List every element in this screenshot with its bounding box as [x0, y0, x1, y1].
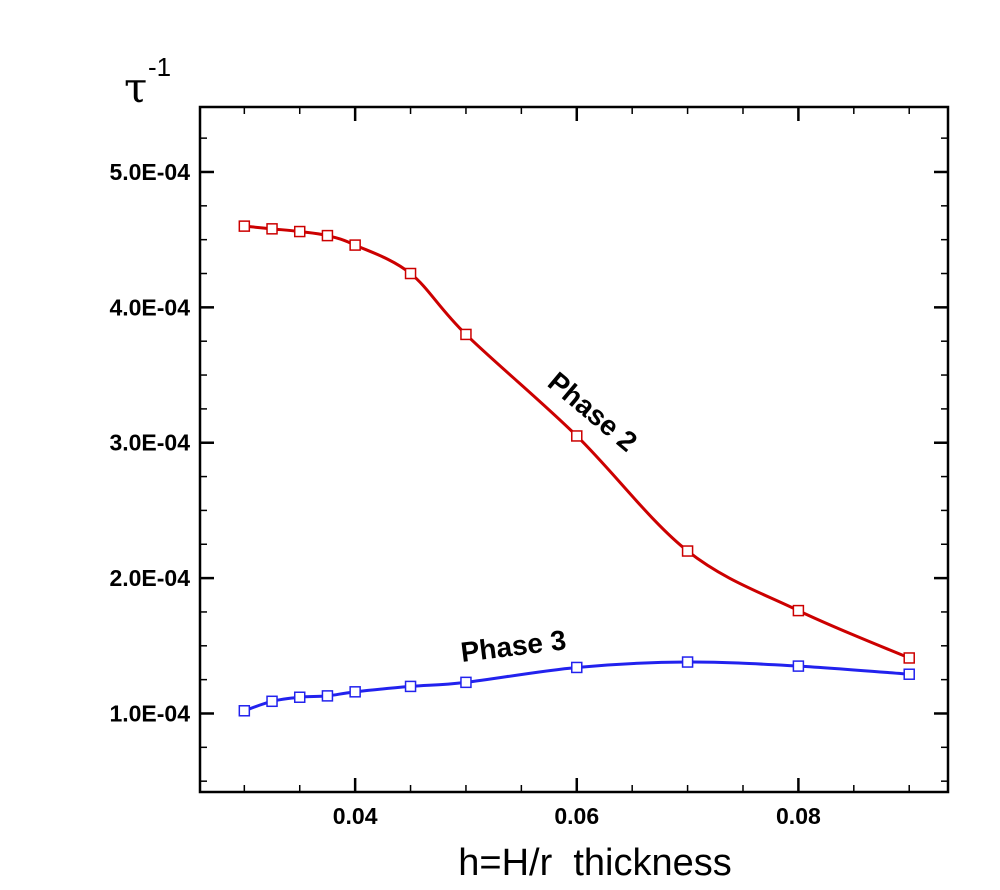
annotation-phase-2: Phase 2 — [542, 366, 643, 458]
y-tick-label: 2.0E-04 — [109, 565, 190, 591]
y-tick-label: 4.0E-04 — [109, 294, 190, 320]
series-1-point — [681, 545, 694, 557]
series-2-point — [460, 676, 472, 689]
x-tick-label: 0.04 — [333, 803, 378, 829]
series-1-point — [238, 220, 251, 232]
y-axis-title-superscript: -1 — [148, 52, 171, 82]
plot-frame — [198, 105, 950, 794]
y-axis-title-symbol: τ — [124, 63, 147, 112]
series-1-point — [460, 328, 472, 341]
series-2-point — [321, 690, 334, 702]
y-tick-label: 3.0E-04 — [109, 430, 190, 456]
series-1-point — [792, 604, 805, 617]
series-2-point — [238, 705, 251, 717]
x-tick-label: 0.08 — [776, 803, 821, 829]
series-1-point — [321, 229, 334, 242]
series-1-point — [903, 652, 915, 664]
series-2-point — [681, 656, 694, 668]
series-1-point — [293, 225, 306, 238]
series-1-point — [266, 223, 278, 235]
series-2-point — [266, 695, 278, 708]
series-1-point — [349, 239, 361, 251]
series-2-point — [792, 660, 805, 672]
y-tick-label: 5.0E-04 — [109, 159, 190, 185]
x-tick-label: 0.06 — [554, 803, 599, 829]
series-2-point — [404, 680, 417, 693]
series-1-point — [404, 267, 417, 280]
series-2-point — [571, 661, 583, 674]
series-2-point — [903, 668, 915, 680]
x-axis-title: h=H/r thickness — [458, 842, 732, 884]
series-1-point — [571, 430, 583, 442]
series-2-point — [293, 691, 306, 703]
series-1-line — [244, 224, 910, 660]
y-tick-label: 1.0E-04 — [109, 700, 190, 726]
series-2-point — [349, 686, 361, 698]
annotation-phase-3: Phase 3 — [459, 624, 568, 668]
